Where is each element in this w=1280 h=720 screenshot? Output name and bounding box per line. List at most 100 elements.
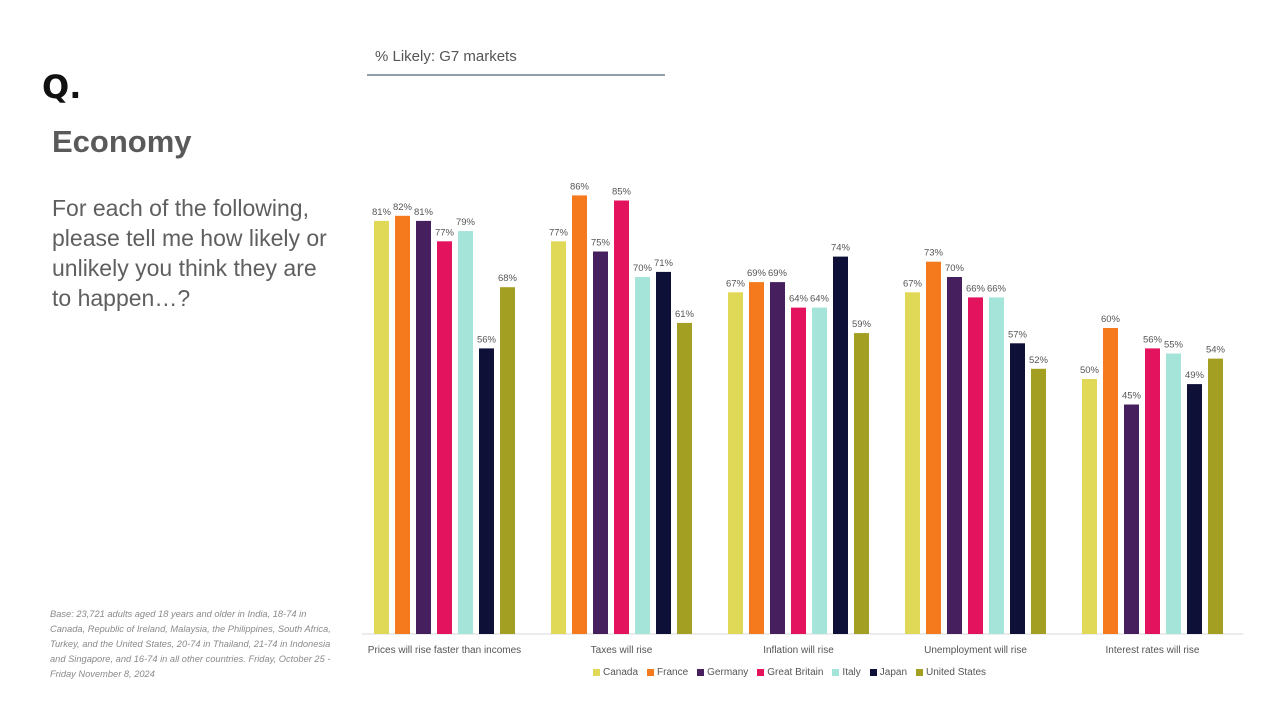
bar-japan-prices-will-rise-faster-than-incomes xyxy=(479,348,494,634)
brand-logo: Q. xyxy=(42,68,82,106)
data-label-italy-prices-will-rise-faster-than-incomes: 79% xyxy=(456,217,476,228)
legend-label-united-states: United States xyxy=(926,667,987,678)
bar-france-taxes-will-rise xyxy=(572,195,587,634)
bar-great-britain-taxes-will-rise xyxy=(614,200,629,634)
bar-united-states-taxes-will-rise xyxy=(677,322,692,634)
data-label-italy-taxes-will-rise: 70% xyxy=(633,263,653,274)
page-title: Economy xyxy=(52,124,192,159)
bar-great-britain-unemployment-will-rise xyxy=(968,297,983,634)
category-label-prices-will-rise-faster-than-incomes: Prices will rise faster than incomes xyxy=(368,645,521,656)
bar-canada-interest-rates-will-rise xyxy=(1082,379,1097,634)
data-label-canada-prices-will-rise-faster-than-incomes: 81% xyxy=(372,207,392,218)
bar-france-unemployment-will-rise xyxy=(926,261,941,634)
legend-item-canada: Canada xyxy=(593,667,638,678)
legend-item-france: France xyxy=(647,667,688,678)
legend-label-germany: Germany xyxy=(707,667,749,678)
data-label-germany-inflation-will-rise: 69% xyxy=(768,268,788,279)
legend-item-japan: Japan xyxy=(869,667,908,678)
bar-italy-interest-rates-will-rise xyxy=(1166,353,1181,634)
data-label-italy-inflation-will-rise: 64% xyxy=(810,294,830,305)
bar-germany-interest-rates-will-rise xyxy=(1124,404,1139,634)
legend-swatch-japan xyxy=(869,669,877,676)
bar-united-states-inflation-will-rise xyxy=(854,333,869,634)
legend-swatch-germany xyxy=(697,669,705,676)
bar-canada-prices-will-rise-faster-than-incomes xyxy=(374,220,389,634)
data-label-canada-taxes-will-rise: 77% xyxy=(549,227,569,238)
bar-italy-taxes-will-rise xyxy=(635,277,650,634)
bar-canada-inflation-will-rise xyxy=(728,292,743,634)
legend-swatch-great-britain xyxy=(757,669,765,676)
data-label-great-britain-interest-rates-will-rise: 56% xyxy=(1143,334,1163,345)
bar-germany-unemployment-will-rise xyxy=(947,277,962,634)
data-label-germany-unemployment-will-rise: 70% xyxy=(945,263,965,274)
bar-great-britain-interest-rates-will-rise xyxy=(1145,348,1160,634)
data-label-france-taxes-will-rise: 86% xyxy=(570,181,590,192)
data-label-japan-inflation-will-rise: 74% xyxy=(831,243,851,254)
subtitle-underline xyxy=(367,74,665,76)
survey-question: For each of the following, please tell m… xyxy=(52,195,327,311)
bar-japan-taxes-will-rise xyxy=(656,271,671,634)
bar-italy-inflation-will-rise xyxy=(812,307,827,634)
data-label-france-unemployment-will-rise: 73% xyxy=(924,248,944,259)
data-label-france-interest-rates-will-rise: 60% xyxy=(1101,314,1121,325)
data-label-japan-unemployment-will-rise: 57% xyxy=(1008,329,1028,340)
bar-great-britain-prices-will-rise-faster-than-incomes xyxy=(437,241,452,635)
data-label-canada-interest-rates-will-rise: 50% xyxy=(1080,365,1100,376)
data-label-great-britain-unemployment-will-rise: 66% xyxy=(966,283,986,294)
data-label-united-states-inflation-will-rise: 59% xyxy=(852,319,872,330)
legend-item-germany: Germany xyxy=(697,667,748,678)
chart-subtitle: % Likely: G7 markets xyxy=(375,48,517,65)
bar-france-prices-will-rise-faster-than-incomes xyxy=(395,215,410,635)
category-label-interest-rates-will-rise: Interest rates will rise xyxy=(1106,645,1200,656)
data-label-great-britain-taxes-will-rise: 85% xyxy=(612,187,632,198)
legend-label-canada: Canada xyxy=(603,667,639,678)
data-label-france-prices-will-rise-faster-than-incomes: 82% xyxy=(393,202,413,213)
legend-label-france: France xyxy=(657,667,689,678)
legend-label-great-britain: Great Britain xyxy=(767,667,824,678)
data-label-japan-prices-will-rise-faster-than-incomes: 56% xyxy=(477,334,497,345)
legend-label-japan: Japan xyxy=(879,667,908,678)
category-label-inflation-will-rise: Inflation will rise xyxy=(763,645,834,656)
data-label-canada-inflation-will-rise: 67% xyxy=(726,278,746,289)
data-label-germany-taxes-will-rise: 75% xyxy=(591,238,611,249)
category-label-unemployment-will-rise: Unemployment will rise xyxy=(924,645,1027,656)
legend-item-italy: Italy xyxy=(832,667,861,678)
chart-legend: Canada France Germany Great Britain Italy Jap… xyxy=(593,667,986,678)
bar-germany-prices-will-rise-faster-than-incomes xyxy=(416,220,431,634)
data-label-japan-taxes-will-rise: 71% xyxy=(654,258,674,269)
data-label-italy-unemployment-will-rise: 66% xyxy=(987,283,1007,294)
legend-item-great-britain: Great Britain xyxy=(757,667,823,678)
bar-japan-interest-rates-will-rise xyxy=(1187,384,1202,634)
data-label-united-states-interest-rates-will-rise: 54% xyxy=(1206,345,1226,356)
bar-canada-taxes-will-rise xyxy=(551,241,566,635)
data-label-great-britain-inflation-will-rise: 64% xyxy=(789,294,809,305)
base-footnote: Base: 23,721 adults aged 18 years and ol… xyxy=(50,609,331,679)
data-label-united-states-unemployment-will-rise: 52% xyxy=(1029,355,1049,366)
data-label-canada-unemployment-will-rise: 67% xyxy=(903,278,923,289)
data-label-united-states-prices-will-rise-faster-than-incomes: 68% xyxy=(498,273,518,284)
data-label-japan-interest-rates-will-rise: 49% xyxy=(1185,370,1205,381)
legend-item-united-states: United States xyxy=(916,667,986,678)
data-label-germany-interest-rates-will-rise: 45% xyxy=(1122,391,1142,402)
legend-swatch-canada xyxy=(593,669,600,676)
bar-united-states-interest-rates-will-rise xyxy=(1208,358,1223,634)
bar-germany-taxes-will-rise xyxy=(593,251,608,634)
bar-france-inflation-will-rise xyxy=(749,282,764,634)
bar-italy-unemployment-will-rise xyxy=(989,297,1004,634)
bar-italy-prices-will-rise-faster-than-incomes xyxy=(458,231,473,634)
category-label-taxes-will-rise: Taxes will rise xyxy=(591,645,653,656)
bar-japan-unemployment-will-rise xyxy=(1010,343,1025,634)
bar-united-states-prices-will-rise-faster-than-incomes xyxy=(500,287,515,634)
data-label-germany-prices-will-rise-faster-than-incomes: 81% xyxy=(414,207,434,218)
legend-swatch-france xyxy=(647,669,655,676)
legend-label-italy: Italy xyxy=(842,667,861,678)
data-label-france-inflation-will-rise: 69% xyxy=(747,268,767,279)
bar-germany-inflation-will-rise xyxy=(770,282,785,634)
legend-swatch-united-states xyxy=(916,669,924,676)
bar-canada-unemployment-will-rise xyxy=(905,292,920,634)
data-label-united-states-taxes-will-rise: 61% xyxy=(675,309,695,320)
bar-united-states-unemployment-will-rise xyxy=(1031,368,1046,634)
data-label-italy-interest-rates-will-rise: 55% xyxy=(1164,340,1184,351)
bar-great-britain-inflation-will-rise xyxy=(791,307,806,634)
